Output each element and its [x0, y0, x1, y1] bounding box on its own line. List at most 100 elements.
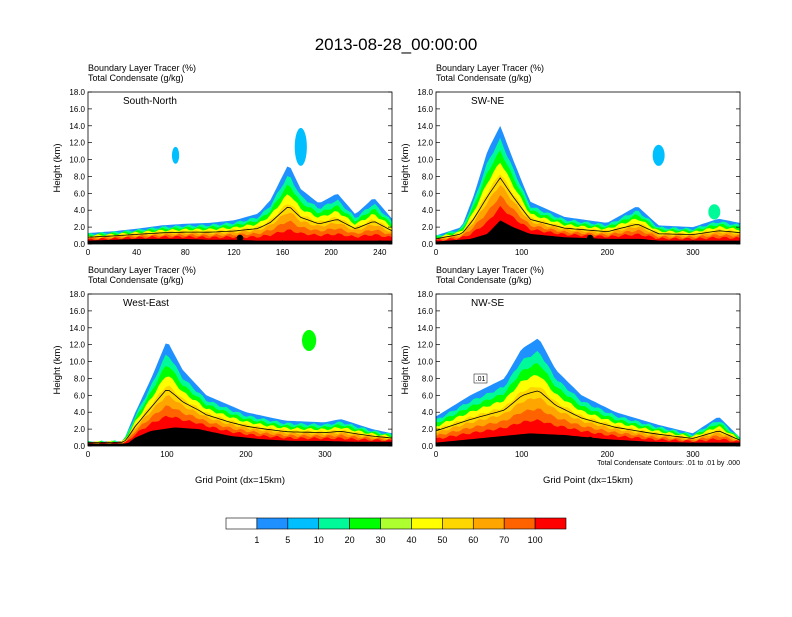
ytick-label: 12.0 — [417, 139, 433, 148]
field-layer — [436, 338, 740, 446]
colorbar-swatch-4 — [349, 517, 381, 530]
xtick-label: 0 — [434, 450, 439, 459]
plot-frame — [87, 293, 393, 447]
ytick-label: 10.0 — [69, 156, 85, 165]
subtitle-tracer: Boundary Layer Tracer (%) — [88, 63, 196, 73]
field-layer — [88, 329, 392, 446]
y-axis-label: Height (km) — [400, 345, 411, 394]
tracer-blob-0 — [301, 329, 317, 352]
panel-south-north: Boundary Layer Tracer (%)Total Condensat… — [52, 63, 393, 257]
y-axis-label: Height (km) — [52, 143, 63, 192]
xtick-label: 300 — [318, 450, 332, 459]
ytick-label: 10.0 — [417, 156, 433, 165]
ytick-label: 6.0 — [422, 189, 434, 198]
x-axis-label: Grid Point (dx=15km) — [543, 475, 633, 486]
terrain — [88, 427, 392, 446]
tracer-blob-0 — [652, 144, 665, 166]
ytick-label: 4.0 — [422, 206, 434, 215]
xtick-label: 200 — [325, 248, 339, 257]
subtitle-condensate: Total Condensate (g/kg) — [436, 275, 532, 285]
ytick-label: 10.0 — [69, 358, 85, 367]
colorbar-swatch-6 — [411, 517, 443, 530]
xtick-label: 100 — [515, 248, 529, 257]
colorbar-label: 50 — [437, 535, 447, 545]
colorbar-label: 20 — [345, 535, 355, 545]
panel-nw-se: Boundary Layer Tracer (%)Total Condensat… — [400, 265, 741, 486]
subtitle-tracer: Boundary Layer Tracer (%) — [436, 265, 544, 275]
xtick-label: 240 — [373, 248, 387, 257]
colorbar-label: 60 — [468, 535, 478, 545]
location-marker — [236, 234, 244, 242]
colorbar-swatch-7 — [442, 517, 474, 530]
terrain — [436, 220, 740, 244]
ytick-label: 12.0 — [417, 341, 433, 350]
ytick-label: 14.0 — [69, 324, 85, 333]
ytick-label: 4.0 — [422, 408, 434, 417]
ytick-label: 4.0 — [74, 206, 86, 215]
ytick-label: 0.0 — [422, 442, 434, 451]
colorbar-label: 1 — [254, 535, 259, 545]
xtick-label: 200 — [601, 248, 615, 257]
panel-sw-ne: Boundary Layer Tracer (%)Total Condensat… — [400, 63, 741, 257]
subtitle-tracer: Boundary Layer Tracer (%) — [436, 63, 544, 73]
xtick-label: 120 — [227, 248, 241, 257]
y-axis-label: Height (km) — [400, 143, 411, 192]
ytick-label: 16.0 — [417, 105, 433, 114]
ytick-label: 14.0 — [69, 122, 85, 131]
colorbar-swatch-3 — [318, 517, 350, 530]
plot-frame — [87, 91, 393, 245]
colorbar-swatch-5 — [380, 517, 412, 530]
colorbar-label: 30 — [376, 535, 386, 545]
ytick-label: 16.0 — [69, 307, 85, 316]
condensate-contour — [436, 390, 740, 441]
xtick-label: 200 — [239, 450, 253, 459]
ytick-label: 10.0 — [417, 358, 433, 367]
ytick-label: 2.0 — [74, 223, 86, 232]
ytick-label: 18.0 — [417, 290, 433, 299]
colorbar-swatch-0 — [225, 517, 258, 530]
colorbar-swatch-10 — [534, 517, 567, 530]
colorbar-swatch-2 — [287, 517, 320, 530]
condensate-contour — [88, 206, 392, 238]
panel-label: NW-SE — [471, 298, 504, 309]
ytick-label: 16.0 — [417, 307, 433, 316]
subtitle-condensate: Total Condensate (g/kg) — [436, 73, 532, 83]
ytick-label: 8.0 — [422, 172, 434, 181]
location-marker — [586, 436, 594, 444]
xtick-label: 200 — [601, 450, 615, 459]
tracer-blob-1 — [708, 204, 721, 220]
field-layer — [88, 127, 392, 244]
panel-west-east: Boundary Layer Tracer (%)Total Condensat… — [52, 265, 393, 486]
ytick-label: 6.0 — [74, 391, 86, 400]
colorbar-label: 100 — [528, 535, 543, 545]
ytick-label: 2.0 — [74, 425, 86, 434]
colorbar-swatch-9 — [503, 517, 536, 530]
ytick-label: 14.0 — [417, 324, 433, 333]
ytick-label: 18.0 — [69, 290, 85, 299]
xtick-label: 300 — [686, 248, 700, 257]
ytick-label: 12.0 — [69, 341, 85, 350]
location-marker — [586, 234, 594, 242]
subtitle-condensate: Total Condensate (g/kg) — [88, 275, 184, 285]
ytick-label: 8.0 — [422, 374, 434, 383]
xtick-label: 160 — [276, 248, 290, 257]
ytick-label: 18.0 — [69, 88, 85, 97]
tracer-blob-1 — [171, 146, 180, 164]
xtick-label: 0 — [86, 248, 91, 257]
condensate-contour — [88, 389, 392, 444]
ytick-label: 0.0 — [74, 442, 86, 451]
figure-title: 2013-08-28_00:00:00 — [315, 35, 478, 54]
xtick-label: 0 — [434, 248, 439, 257]
xtick-label: 0 — [86, 450, 91, 459]
ytick-label: 2.0 — [422, 425, 434, 434]
terrain — [88, 238, 392, 244]
colorbar-swatch-8 — [472, 517, 505, 530]
condensate-contour — [436, 177, 740, 240]
colorbar-label: 70 — [499, 535, 509, 545]
xtick-label: 100 — [515, 450, 529, 459]
x-axis-label: Grid Point (dx=15km) — [195, 475, 285, 486]
colorbar-label: 40 — [406, 535, 416, 545]
field-layer — [436, 125, 740, 244]
contour-note: Total Condensate Contours: .01 to .01 by… — [597, 460, 740, 467]
